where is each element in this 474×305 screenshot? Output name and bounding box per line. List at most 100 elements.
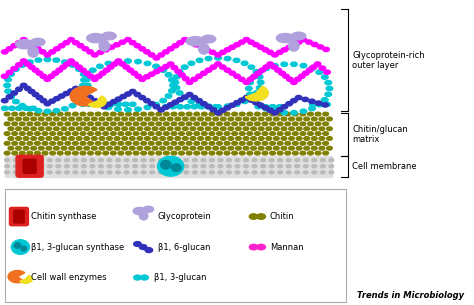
Circle shape	[125, 92, 131, 96]
Circle shape	[294, 77, 301, 81]
Circle shape	[175, 146, 181, 150]
Circle shape	[167, 159, 172, 162]
Circle shape	[300, 38, 307, 42]
Circle shape	[148, 142, 154, 145]
Circle shape	[135, 59, 141, 64]
Circle shape	[107, 165, 112, 168]
Ellipse shape	[21, 246, 27, 251]
Circle shape	[262, 112, 268, 116]
Circle shape	[329, 159, 334, 162]
Circle shape	[281, 62, 288, 66]
Circle shape	[30, 165, 35, 168]
Circle shape	[201, 112, 207, 116]
Circle shape	[172, 100, 179, 104]
Circle shape	[39, 165, 44, 168]
Circle shape	[182, 127, 188, 131]
Circle shape	[63, 41, 70, 45]
Circle shape	[249, 244, 258, 250]
Circle shape	[91, 53, 98, 57]
Circle shape	[156, 151, 162, 155]
Circle shape	[286, 159, 291, 162]
Circle shape	[205, 146, 211, 150]
Circle shape	[141, 122, 146, 126]
Circle shape	[8, 146, 14, 150]
Circle shape	[239, 132, 245, 135]
Circle shape	[165, 94, 172, 98]
Circle shape	[210, 171, 214, 174]
Circle shape	[259, 68, 265, 72]
Circle shape	[255, 71, 262, 75]
Circle shape	[13, 171, 18, 174]
Circle shape	[133, 132, 139, 135]
Circle shape	[217, 122, 222, 126]
Circle shape	[27, 60, 33, 64]
Circle shape	[160, 99, 166, 103]
Circle shape	[247, 132, 253, 135]
Circle shape	[115, 59, 122, 63]
Circle shape	[94, 102, 100, 106]
Circle shape	[44, 77, 51, 81]
Circle shape	[224, 106, 231, 110]
Ellipse shape	[292, 32, 306, 40]
Circle shape	[56, 68, 63, 72]
Circle shape	[291, 43, 297, 47]
Circle shape	[257, 244, 265, 250]
Circle shape	[19, 122, 25, 126]
Circle shape	[182, 38, 188, 42]
Circle shape	[148, 151, 154, 155]
Circle shape	[235, 165, 240, 168]
Circle shape	[192, 171, 197, 174]
Circle shape	[269, 105, 276, 109]
Circle shape	[95, 142, 101, 145]
Circle shape	[310, 65, 317, 69]
Circle shape	[118, 142, 124, 145]
Circle shape	[286, 171, 291, 174]
Circle shape	[126, 142, 131, 145]
Circle shape	[135, 74, 142, 78]
Circle shape	[273, 146, 279, 150]
Circle shape	[35, 142, 40, 145]
Circle shape	[244, 171, 248, 174]
Circle shape	[175, 127, 181, 131]
Circle shape	[312, 165, 317, 168]
Circle shape	[97, 64, 103, 68]
Circle shape	[122, 137, 128, 140]
Circle shape	[56, 159, 61, 162]
Circle shape	[108, 45, 115, 49]
Circle shape	[278, 159, 283, 162]
Circle shape	[252, 165, 257, 168]
Circle shape	[257, 45, 264, 49]
Circle shape	[304, 117, 310, 121]
Circle shape	[54, 47, 60, 51]
Circle shape	[319, 146, 325, 150]
Circle shape	[22, 171, 27, 174]
Circle shape	[115, 107, 121, 111]
Circle shape	[210, 65, 217, 69]
Ellipse shape	[31, 38, 45, 46]
Circle shape	[62, 107, 68, 111]
Circle shape	[186, 142, 192, 145]
Circle shape	[285, 112, 291, 116]
Circle shape	[173, 86, 180, 90]
Circle shape	[144, 75, 150, 79]
Circle shape	[80, 83, 86, 88]
Circle shape	[228, 137, 234, 140]
Circle shape	[8, 117, 14, 121]
Circle shape	[19, 112, 25, 116]
Circle shape	[186, 112, 192, 116]
Ellipse shape	[99, 41, 109, 51]
Circle shape	[167, 165, 172, 168]
Circle shape	[270, 122, 275, 126]
Circle shape	[250, 98, 257, 102]
Circle shape	[251, 146, 256, 150]
Circle shape	[291, 80, 297, 84]
Circle shape	[129, 102, 136, 106]
Circle shape	[122, 102, 129, 106]
Circle shape	[19, 103, 26, 108]
Circle shape	[73, 142, 78, 145]
Circle shape	[287, 77, 293, 81]
Ellipse shape	[28, 47, 38, 57]
Circle shape	[218, 171, 223, 174]
Circle shape	[90, 99, 96, 103]
Circle shape	[47, 165, 52, 168]
